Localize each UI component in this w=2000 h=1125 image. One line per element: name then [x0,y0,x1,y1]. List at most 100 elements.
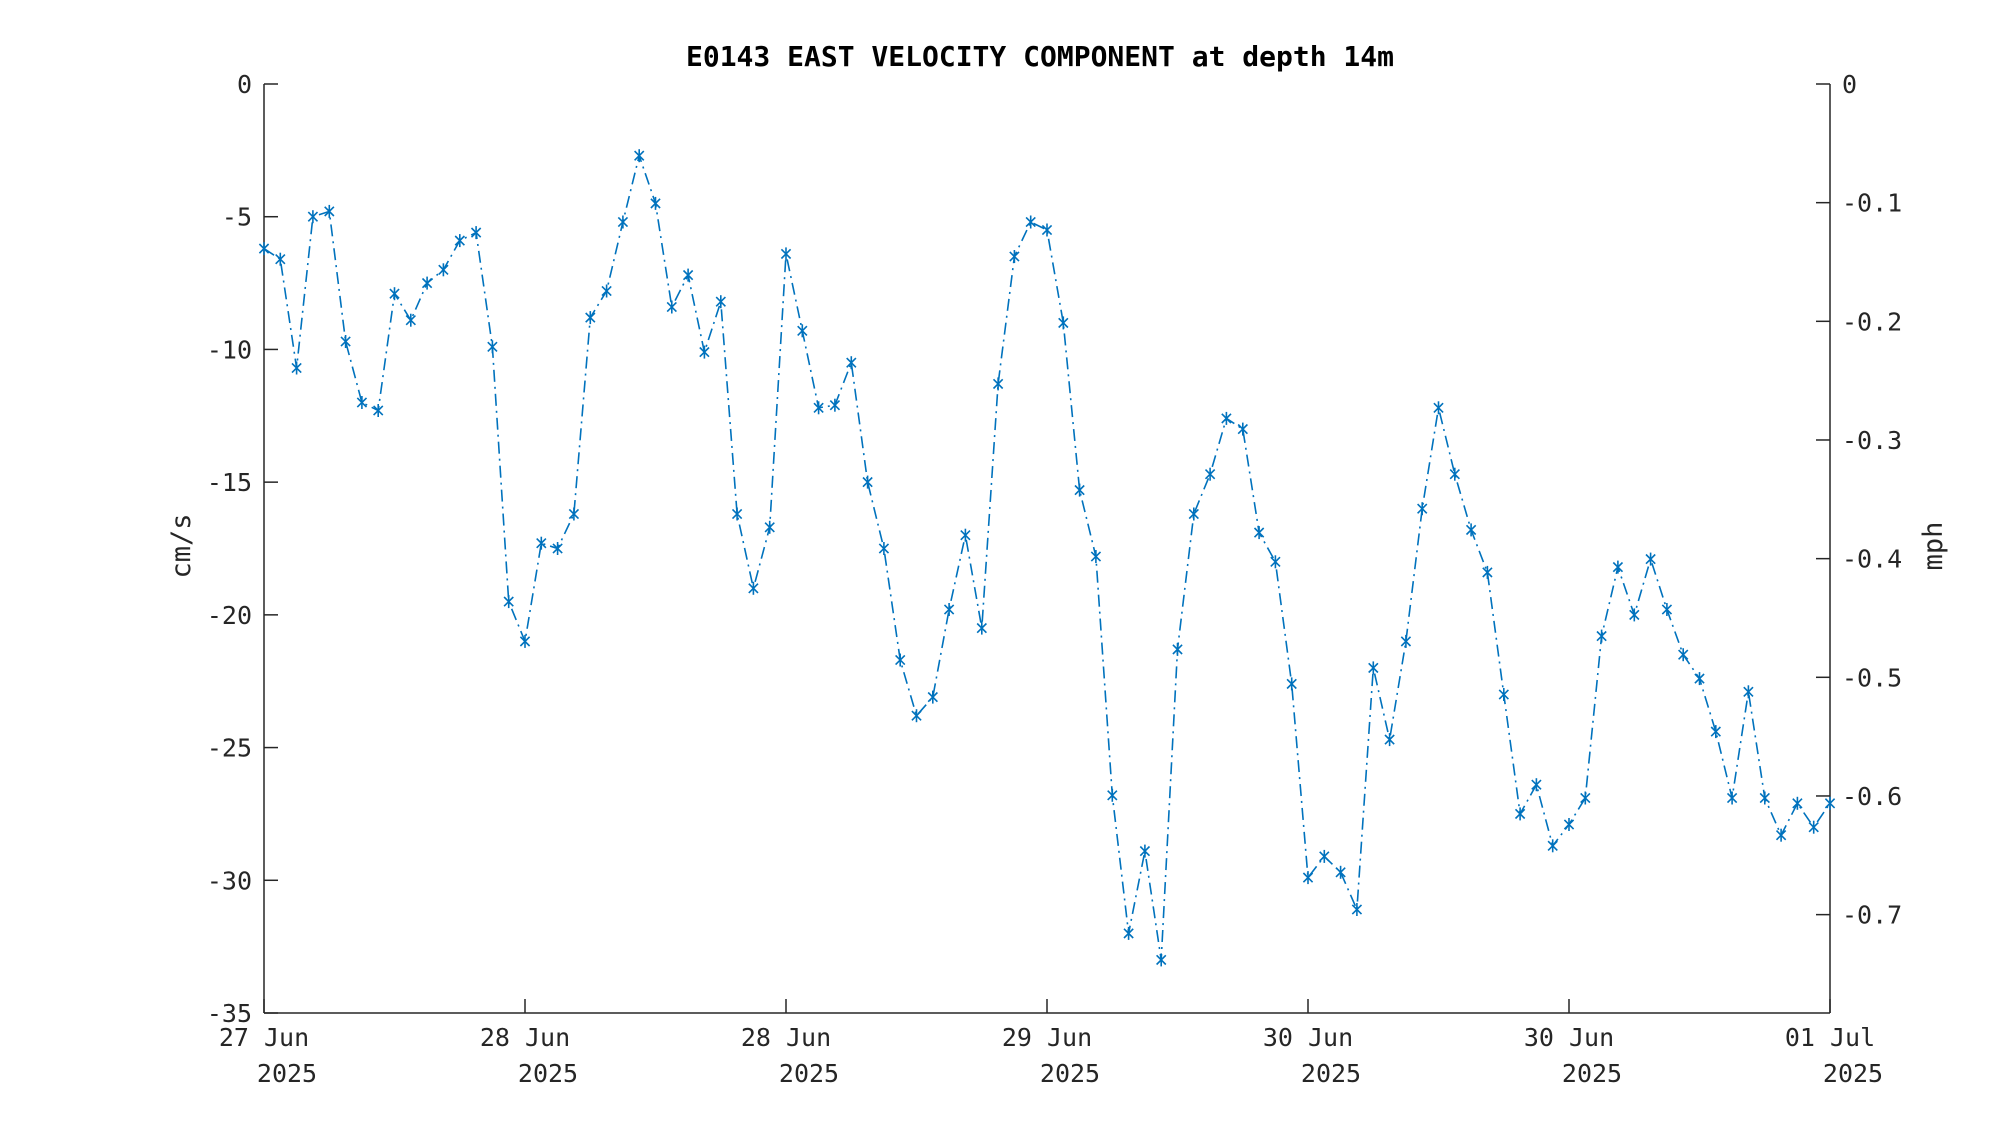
data-point [1368,661,1379,675]
y2-tick-label: -0.7 [1842,901,1902,930]
data-point [1123,926,1134,940]
y-tick-label: 0 [237,70,252,99]
data-point [519,634,531,648]
data-point [1678,648,1689,662]
data-point [1302,871,1314,885]
data-point [764,520,775,534]
data-point [1041,223,1053,237]
x-tick-year-label: 2025 [1823,1059,1883,1088]
y-tick-label: -15 [207,468,252,497]
y2-tick-label: -0.6 [1842,782,1902,811]
data-point [780,247,792,261]
data-point [1221,411,1232,425]
y2-tick-label: -0.1 [1842,189,1902,218]
data-point [1694,672,1705,686]
y-tick-label: -35 [207,999,252,1028]
y-tick-label: -5 [222,203,252,232]
data-point [487,340,498,354]
data-point [275,252,286,266]
data-point [1824,796,1836,810]
data-point [1433,401,1444,415]
data-point [1400,634,1412,648]
data-point [1025,215,1036,229]
series-layer [258,149,1836,967]
x-tick-year-label: 2025 [1301,1059,1361,1088]
data-point [846,356,857,370]
data-point [813,401,824,415]
data-point [1645,552,1656,566]
data-point [1498,688,1509,701]
y-tick-label: -30 [207,866,252,895]
data-point [878,542,890,555]
y-axis-label: cm/s [166,513,197,578]
axes [263,84,1831,1014]
data-point [1188,507,1199,521]
data-point [1661,603,1673,616]
x-tick-label: 01 Jul [1785,1023,1875,1052]
data-point [797,324,808,338]
data-point [1531,778,1542,792]
data-point [1107,788,1118,802]
data-point [291,361,302,375]
data-point [1482,565,1493,579]
data-point [1775,828,1787,842]
data-point [585,311,596,325]
y2-tick-label: -0.4 [1842,545,1902,574]
data-point [1726,791,1738,805]
data-point [960,528,971,542]
data-point [1074,483,1085,497]
data-point [1547,839,1558,853]
data-point [1270,555,1281,569]
data-point [992,377,1004,391]
data-point [862,475,873,489]
y2-axis-label: mph [1918,522,1949,571]
data-point [503,595,514,609]
x-tick-label: 27 Jun [219,1023,309,1052]
data-point [1514,807,1526,821]
data-point [943,603,955,616]
data-point [1156,953,1167,967]
data-point [568,507,580,521]
data-point [536,536,547,550]
data-point [715,295,726,309]
data-point [1596,629,1607,643]
x-tick-label: 30 Jun [1263,1023,1353,1052]
data-point [1465,523,1477,537]
data-point [1417,502,1428,516]
y-tick-label: -20 [207,601,252,630]
y2-tick-label: -0.3 [1842,426,1902,455]
x-tick-label: 28 Jun [741,1023,831,1052]
data-point [470,226,482,240]
data-point [617,215,629,229]
data-point [911,709,922,723]
data-point [1319,849,1330,863]
data-point [1090,550,1102,563]
x-tick-label: 29 Jun [1002,1023,1092,1052]
data-point [1335,865,1346,879]
data-point [601,284,612,298]
series-line [263,152,1831,961]
data-point [1058,316,1069,330]
data-point [421,276,433,290]
data-point [731,507,743,521]
x-tick-year-label: 2025 [1040,1059,1100,1088]
x-tick-year-label: 2025 [257,1059,317,1088]
data-point [1743,685,1754,699]
data-point [1710,725,1721,739]
data-point [699,345,710,359]
data-point [1253,526,1265,540]
data-point [976,621,987,635]
data-point [1449,467,1460,481]
data-point [373,404,384,417]
y-tick-label: -25 [207,734,252,763]
data-point [1009,250,1020,263]
x-tick-label: 30 Jun [1524,1023,1614,1052]
data-point [307,210,319,224]
data-point [552,542,563,555]
data-point [682,268,694,282]
data-point [1286,677,1297,691]
data-point [1563,818,1575,831]
y2-tick-label: -0.2 [1842,307,1902,336]
y2-tick-label: 0 [1842,70,1857,99]
data-point [258,242,270,256]
